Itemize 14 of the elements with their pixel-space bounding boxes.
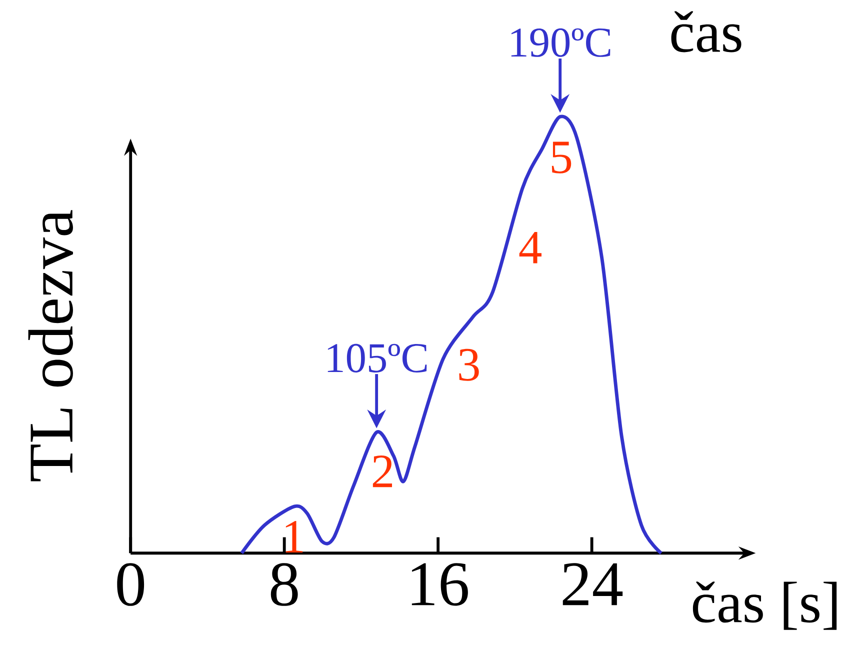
x-tick-label: 8 xyxy=(270,562,298,606)
x-tick-label: 16 xyxy=(412,562,468,606)
x-tick-label: 0 xyxy=(117,562,144,606)
annotation: 105ºC xyxy=(328,344,427,372)
annotation: 190ºC xyxy=(511,28,610,57)
x-tick-label: 24 xyxy=(562,562,623,605)
annotation: 4 xyxy=(519,232,542,264)
text: čas xyxy=(671,11,742,52)
y-axis-title: TL odezva xyxy=(28,210,73,482)
annotation: 3 xyxy=(459,348,479,381)
annotation: 2 xyxy=(372,455,392,487)
annotation: 1 xyxy=(286,520,303,552)
x-axis-title: čas [s] xyxy=(692,581,837,630)
annotation: 5 xyxy=(552,142,572,174)
